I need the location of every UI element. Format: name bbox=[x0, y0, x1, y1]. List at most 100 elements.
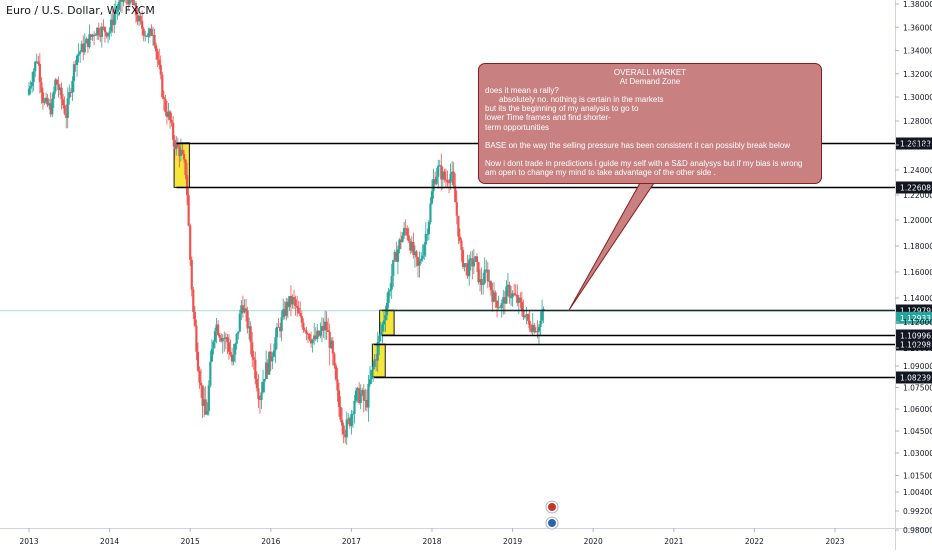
candle-body bbox=[53, 92, 55, 99]
candle-body bbox=[293, 297, 295, 299]
candle-body bbox=[109, 32, 111, 34]
price-tick-label: 1.20000 bbox=[903, 216, 932, 225]
candle-body bbox=[336, 379, 338, 390]
candle-body bbox=[370, 370, 372, 379]
candle-body bbox=[101, 27, 103, 37]
note-paragraph: am open to change my mind to take advant… bbox=[485, 168, 815, 177]
candle-body bbox=[107, 33, 109, 36]
candle-body bbox=[476, 256, 478, 262]
candle-body bbox=[484, 270, 486, 283]
candle-body bbox=[226, 337, 228, 342]
candle-body bbox=[274, 337, 276, 350]
candle-body bbox=[208, 386, 210, 412]
candle-body bbox=[419, 261, 421, 266]
candle-body bbox=[426, 234, 428, 235]
candle-body bbox=[383, 320, 385, 324]
candle-body bbox=[352, 414, 354, 415]
candle-body bbox=[460, 241, 462, 250]
candle-body bbox=[153, 35, 155, 45]
candle-body bbox=[155, 45, 157, 51]
price-tick-label: 1.32000 bbox=[903, 70, 932, 79]
event-icon[interactable] bbox=[548, 503, 556, 511]
note-line: does it mean a rally? bbox=[485, 86, 815, 95]
note-line: lower Time frames and find shorter- bbox=[485, 113, 815, 122]
candle-body bbox=[184, 160, 186, 176]
candle-body bbox=[206, 411, 208, 414]
time-tick-label: 2016 bbox=[261, 537, 280, 546]
price-tick-label: 1.22000 bbox=[903, 191, 932, 200]
candle-body bbox=[273, 350, 275, 356]
price-tick-label: 1.38000 bbox=[903, 0, 932, 9]
event-icon[interactable] bbox=[548, 519, 556, 527]
candle-body bbox=[198, 371, 200, 383]
price-tick-label: 1.14000 bbox=[903, 294, 932, 303]
candle-body bbox=[429, 203, 431, 222]
candle-body bbox=[250, 326, 252, 342]
candle-body bbox=[450, 174, 452, 183]
candle-body bbox=[519, 298, 521, 302]
candle-body bbox=[160, 65, 162, 75]
candle-body bbox=[457, 216, 459, 237]
candle-body bbox=[299, 313, 301, 316]
price-tick-label: 0.98000 bbox=[903, 526, 932, 535]
candle-body bbox=[437, 166, 439, 177]
candle-body bbox=[253, 357, 255, 360]
candle-body bbox=[181, 150, 183, 154]
candle-body bbox=[104, 27, 106, 32]
candle-body bbox=[78, 54, 80, 56]
candle-body bbox=[453, 172, 455, 186]
time-tick-label: 2021 bbox=[664, 537, 683, 546]
candle-body bbox=[423, 244, 425, 255]
candle-body bbox=[335, 366, 337, 380]
price-tick-label: 1.34000 bbox=[903, 47, 932, 56]
candle-body bbox=[308, 334, 310, 339]
candle-body bbox=[295, 299, 297, 306]
candle-body bbox=[386, 303, 388, 315]
candle-body bbox=[527, 314, 529, 321]
candle-body bbox=[397, 249, 399, 261]
price-tick-label: 1.01500 bbox=[903, 472, 932, 481]
candle-body bbox=[56, 80, 58, 85]
candle-body bbox=[428, 222, 430, 234]
price-tick-label: 1.00400 bbox=[903, 488, 932, 497]
candle-body bbox=[264, 379, 266, 382]
note-line: absolutely no. nothing is certain in the… bbox=[485, 95, 815, 104]
candle-body bbox=[29, 86, 31, 89]
candle-body bbox=[150, 29, 152, 36]
candle-body bbox=[473, 261, 475, 266]
candle-body bbox=[338, 390, 340, 407]
candle-body bbox=[436, 177, 438, 184]
candle-body bbox=[186, 175, 188, 195]
candle-body bbox=[237, 332, 239, 334]
candle-body bbox=[33, 71, 35, 82]
note-callout[interactable]: OVERALL MARKET At Demand Zone does it me… bbox=[478, 63, 822, 184]
candle-body bbox=[276, 327, 278, 337]
candle-body bbox=[496, 301, 498, 308]
candle-body bbox=[172, 123, 174, 140]
candle-body bbox=[256, 379, 258, 388]
candle-body bbox=[28, 89, 30, 95]
candle-body bbox=[487, 269, 489, 281]
candle-body bbox=[327, 330, 329, 332]
price-tick-label: 1.12000 bbox=[903, 318, 932, 327]
note-line: term opportunities bbox=[485, 123, 815, 132]
candle-body bbox=[37, 61, 39, 63]
candle-body bbox=[260, 392, 262, 400]
time-tick-label: 2019 bbox=[503, 537, 522, 546]
candle-body bbox=[163, 97, 165, 99]
candle-body bbox=[401, 236, 403, 242]
candle-body bbox=[158, 60, 160, 65]
candle-body bbox=[415, 252, 417, 258]
candle-body bbox=[513, 293, 515, 294]
candle-body bbox=[79, 52, 81, 54]
time-tick-label: 2014 bbox=[100, 537, 119, 546]
candle-body bbox=[521, 302, 523, 310]
candle-body bbox=[40, 82, 42, 92]
candle-body bbox=[384, 315, 386, 320]
note-paragraph: Now i dont trade in predictions i guide … bbox=[485, 159, 815, 168]
candle-body bbox=[304, 330, 306, 331]
candle-body bbox=[39, 64, 41, 82]
candle-body bbox=[490, 281, 492, 290]
candle-body bbox=[355, 390, 357, 400]
price-tick-label: 1.07500 bbox=[903, 384, 932, 393]
